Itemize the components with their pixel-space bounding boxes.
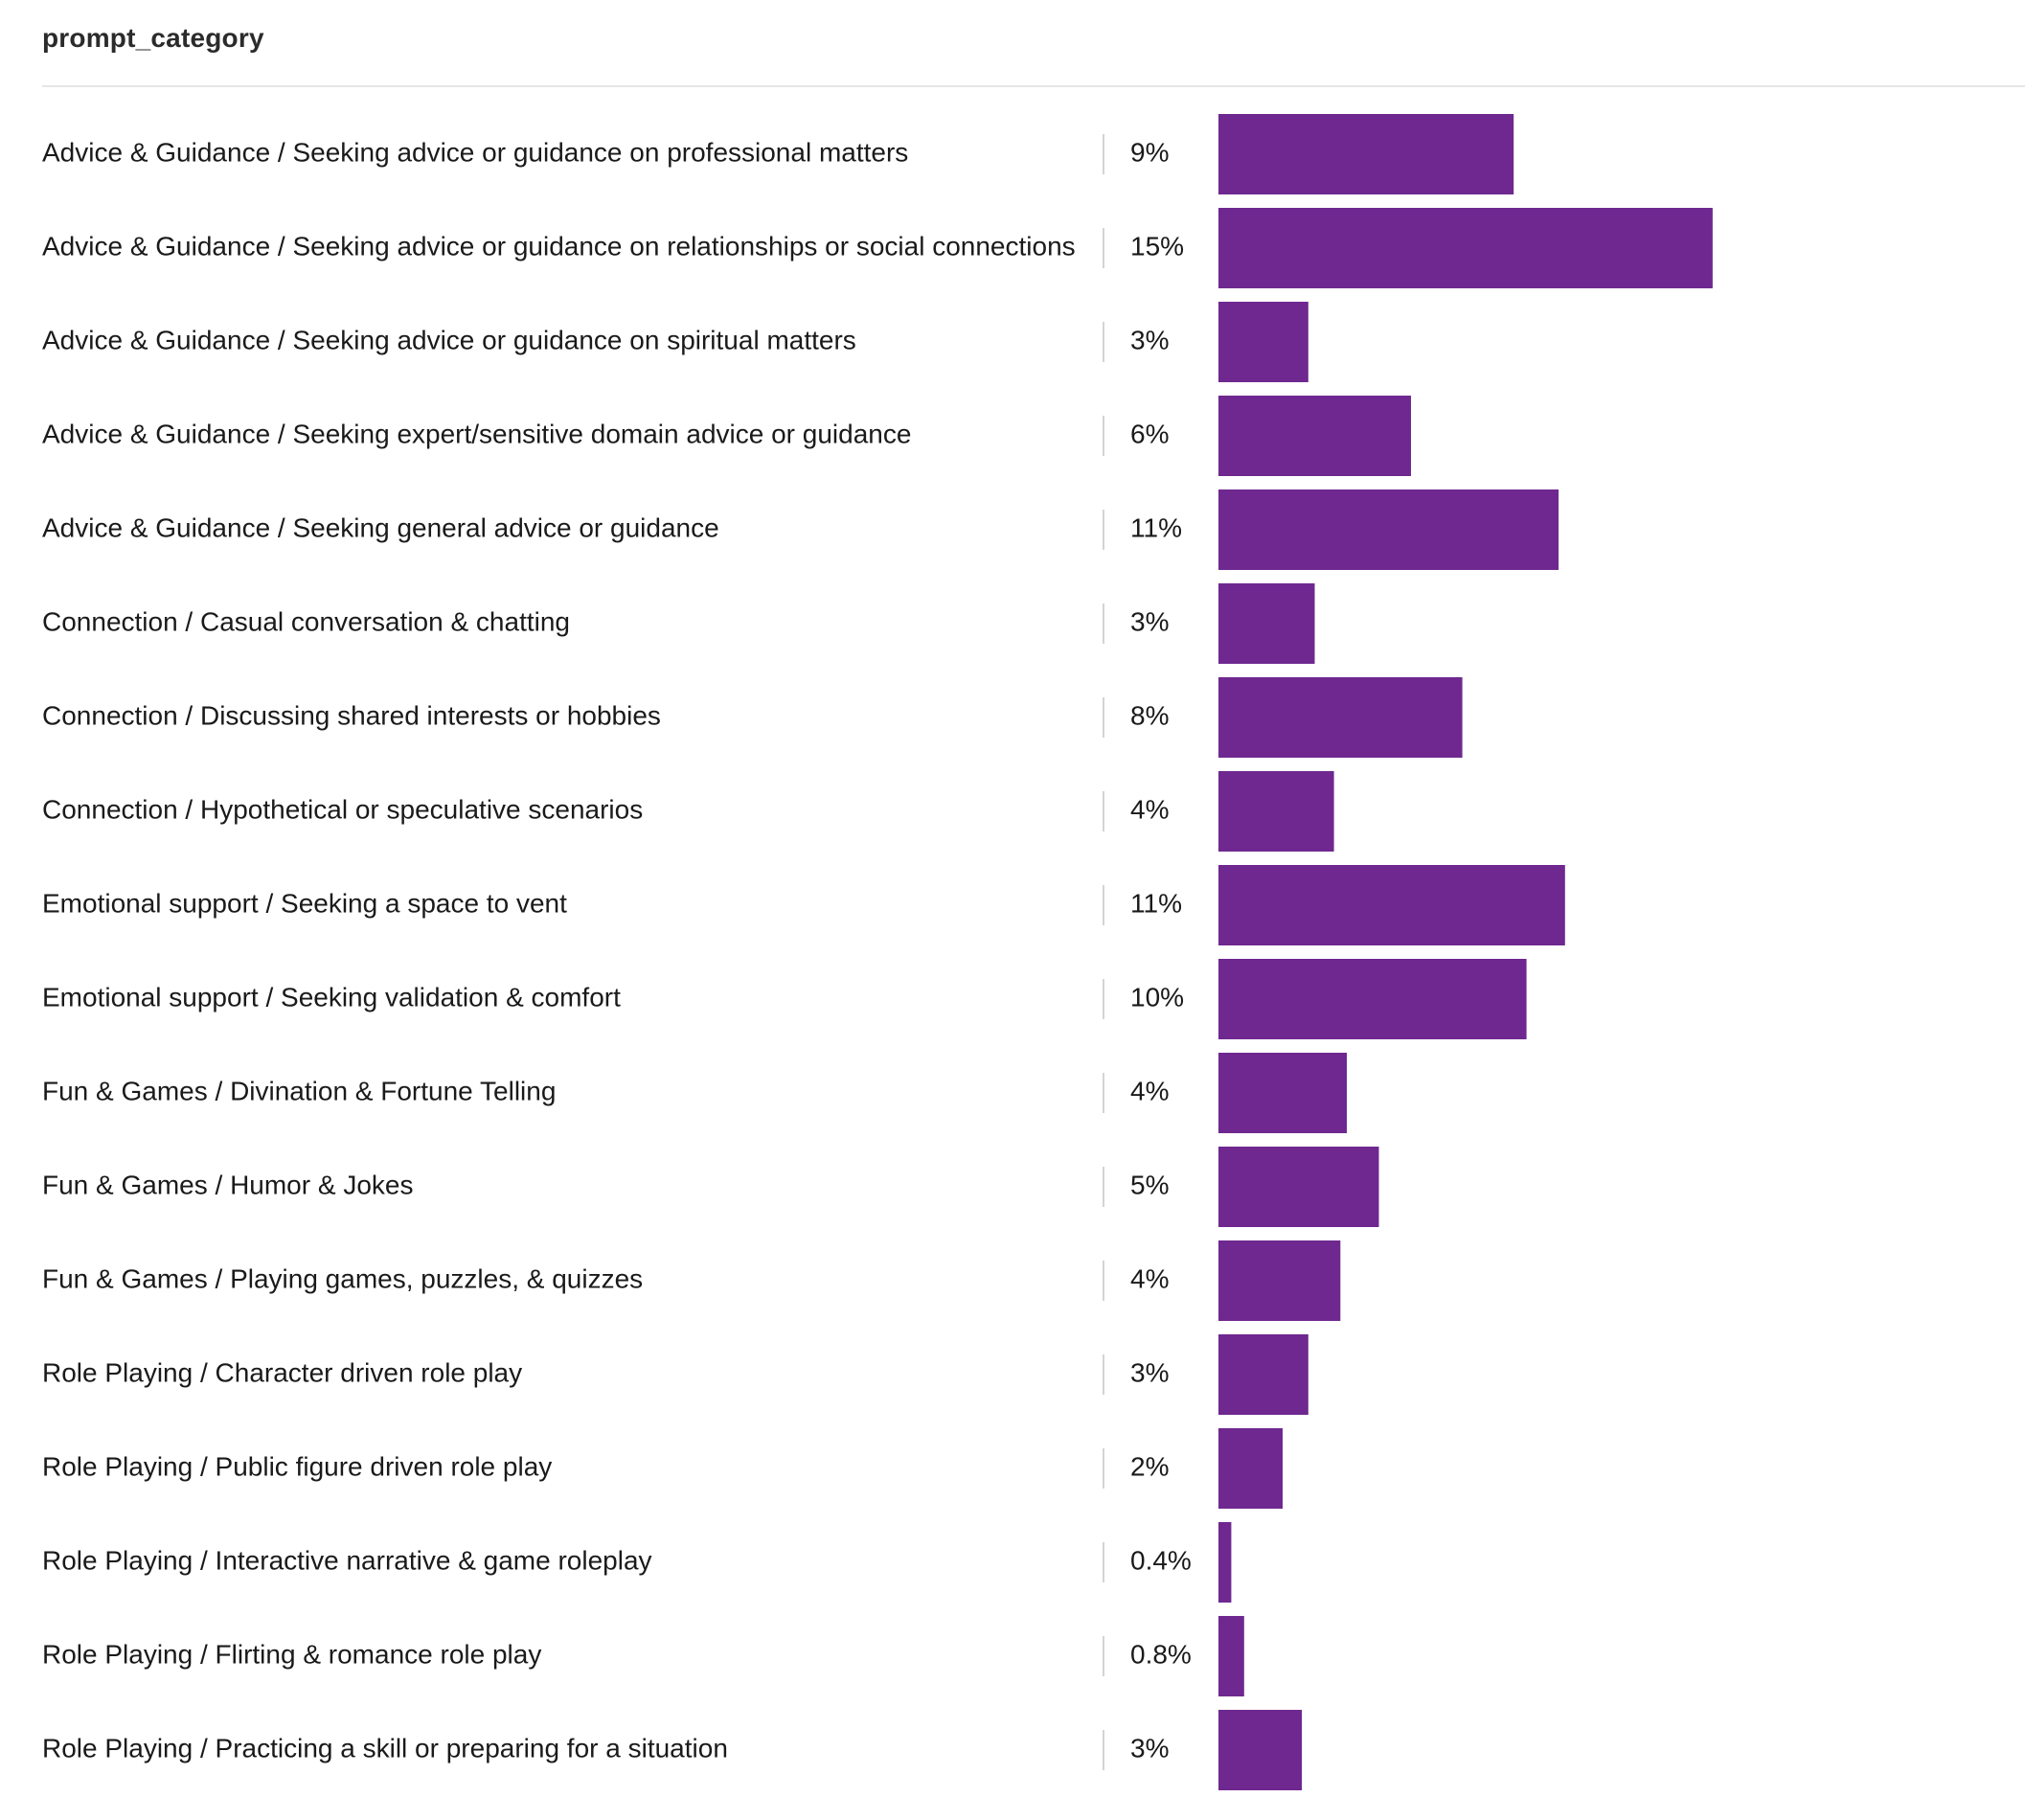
- bar-row: Role Playing / Public figure driven role…: [42, 1428, 1283, 1509]
- bar-row: Connection / Hypothetical or speculative…: [42, 771, 1334, 852]
- value-label: 3%: [1130, 1733, 1169, 1763]
- value-label: 4%: [1130, 1263, 1169, 1293]
- bar[interactable]: [1218, 1522, 1232, 1603]
- category-label: Advice & Guidance / Seeking advice or gu…: [42, 137, 908, 167]
- bar-row: Fun & Games / Humor & Jokes 5%: [42, 1147, 1379, 1227]
- bar[interactable]: [1218, 396, 1411, 476]
- value-label: 11%: [1130, 888, 1182, 918]
- category-label: Advice & Guidance / Seeking general advi…: [42, 512, 719, 542]
- category-label: Role Playing / Character driven role pla…: [42, 1357, 522, 1387]
- bar-row: Role Playing / Practicing a skill or pre…: [42, 1710, 1303, 1790]
- bar-row: Fun & Games / Divination & Fortune Telli…: [42, 1053, 1347, 1133]
- value-label: 5%: [1130, 1170, 1169, 1199]
- bar-row: Advice & Guidance / Seeking general advi…: [42, 489, 1559, 570]
- value-label: 11%: [1130, 512, 1182, 542]
- value-label: 0.4%: [1130, 1545, 1192, 1575]
- bar[interactable]: [1218, 959, 1527, 1039]
- bar-row: Fun & Games / Playing games, puzzles, & …: [42, 1240, 1341, 1321]
- value-label: 3%: [1130, 606, 1169, 636]
- bar[interactable]: [1218, 1616, 1244, 1696]
- category-label: Fun & Games / Humor & Jokes: [42, 1170, 413, 1199]
- value-label: 4%: [1130, 794, 1169, 824]
- category-label: Advice & Guidance / Seeking expert/sensi…: [42, 419, 911, 448]
- category-label: Fun & Games / Divination & Fortune Telli…: [42, 1076, 556, 1105]
- bar[interactable]: [1218, 208, 1713, 288]
- value-label: 6%: [1130, 419, 1169, 448]
- bar[interactable]: [1218, 677, 1463, 758]
- bar[interactable]: [1218, 114, 1514, 194]
- bar-row: Role Playing / Character driven role pla…: [42, 1334, 1308, 1415]
- bar-row: Advice & Guidance / Seeking advice or gu…: [42, 302, 1308, 382]
- category-label: Connection / Hypothetical or speculative…: [42, 794, 643, 824]
- category-label: Advice & Guidance / Seeking advice or gu…: [42, 231, 1076, 261]
- bar[interactable]: [1218, 1147, 1379, 1227]
- bar-row: Emotional support / Seeking validation &…: [42, 959, 1527, 1039]
- bar-row: Connection / Discussing shared interests…: [42, 677, 1463, 758]
- bar-row: Advice & Guidance / Seeking advice or gu…: [42, 114, 1514, 194]
- category-label: Emotional support / Seeking a space to v…: [42, 888, 567, 918]
- bar-row: Emotional support / Seeking a space to v…: [42, 865, 1565, 945]
- value-label: 9%: [1130, 137, 1169, 167]
- bar-row: Connection / Casual conversation & chatt…: [42, 583, 1315, 664]
- bar-row: Role Playing / Interactive narrative & g…: [42, 1522, 1232, 1603]
- bar-row: Role Playing / Flirting & romance role p…: [42, 1616, 1244, 1696]
- category-label: Role Playing / Flirting & romance role p…: [42, 1639, 541, 1669]
- category-label: Connection / Discussing shared interests…: [42, 700, 661, 730]
- bar[interactable]: [1218, 1710, 1303, 1790]
- value-label: 2%: [1130, 1451, 1169, 1481]
- bar[interactable]: [1218, 865, 1565, 945]
- category-label: Role Playing / Interactive narrative & g…: [42, 1545, 652, 1575]
- value-label: 8%: [1130, 700, 1169, 730]
- value-label: 3%: [1130, 1357, 1169, 1387]
- value-label: 4%: [1130, 1076, 1169, 1105]
- value-label: 10%: [1130, 982, 1184, 1012]
- value-label: 3%: [1130, 325, 1169, 354]
- category-label: Role Playing / Practicing a skill or pre…: [42, 1733, 728, 1763]
- bar[interactable]: [1218, 771, 1334, 852]
- category-label: Fun & Games / Playing games, puzzles, & …: [42, 1263, 643, 1293]
- category-label: Emotional support / Seeking validation &…: [42, 982, 621, 1012]
- bar[interactable]: [1218, 1240, 1341, 1321]
- title-divider: [42, 85, 2025, 87]
- bar-row: Advice & Guidance / Seeking advice or gu…: [42, 208, 1713, 288]
- bar[interactable]: [1218, 302, 1308, 382]
- bar[interactable]: [1218, 489, 1559, 570]
- category-label: Connection / Casual conversation & chatt…: [42, 606, 570, 636]
- bar-row: Advice & Guidance / Seeking expert/sensi…: [42, 396, 1411, 476]
- bar[interactable]: [1218, 1053, 1347, 1133]
- bar[interactable]: [1218, 1334, 1308, 1415]
- value-label: 0.8%: [1130, 1639, 1192, 1669]
- category-label: Advice & Guidance / Seeking advice or gu…: [42, 325, 856, 354]
- category-label: Role Playing / Public figure driven role…: [42, 1451, 552, 1481]
- bar[interactable]: [1218, 1428, 1283, 1509]
- value-label: 15%: [1130, 231, 1184, 261]
- bar[interactable]: [1218, 583, 1315, 664]
- section-title: prompt_category: [42, 23, 264, 53]
